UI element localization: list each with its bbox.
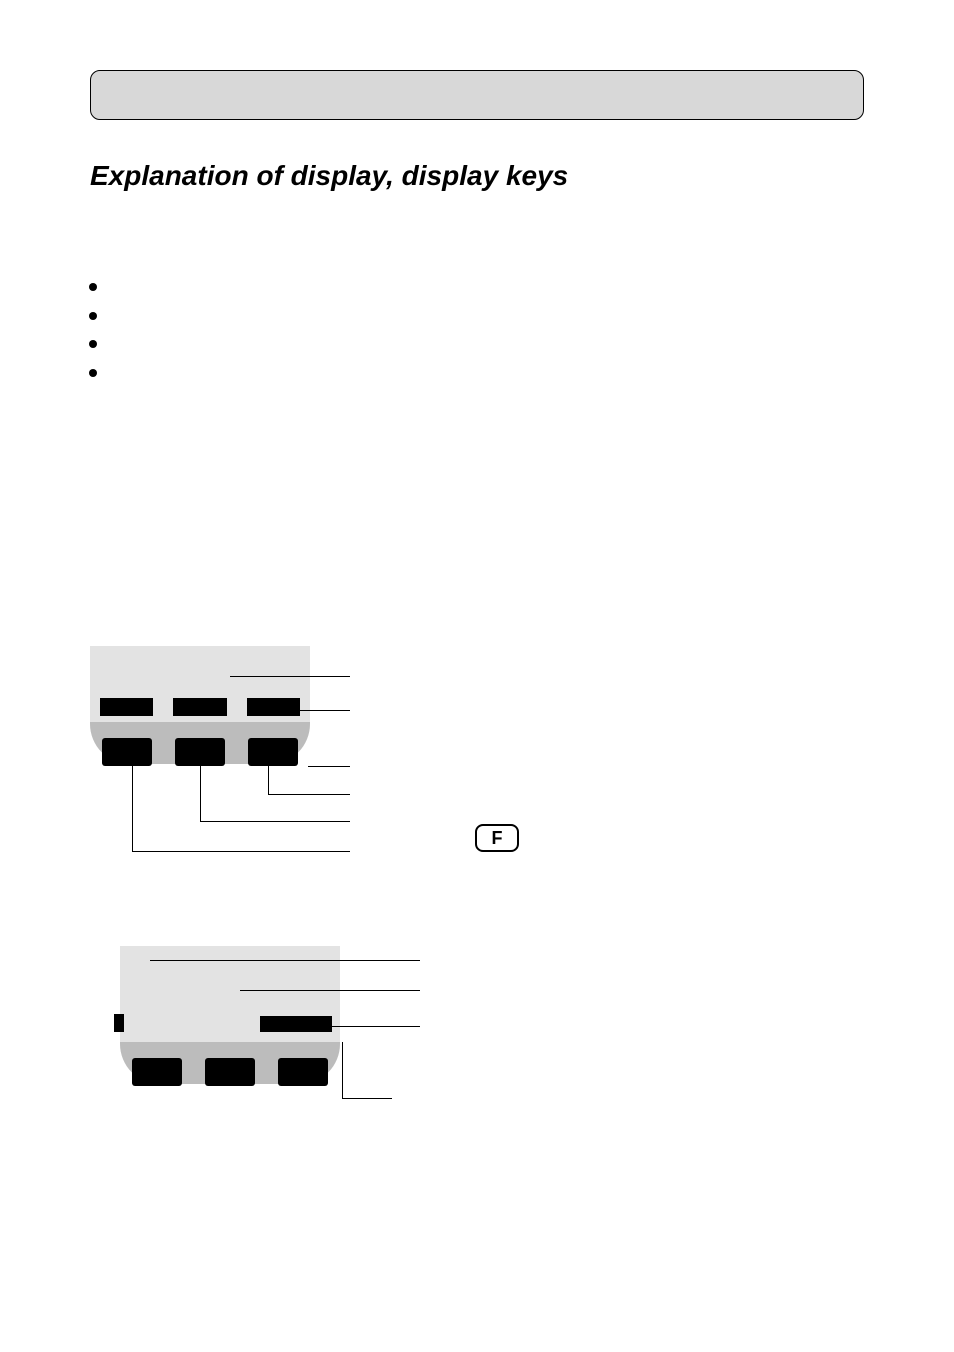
display-key	[205, 1058, 255, 1086]
f-key-icon: F	[475, 824, 519, 852]
leader-line	[342, 1098, 392, 1099]
leader-line	[320, 1016, 321, 1026]
soft-label	[260, 1016, 332, 1032]
leader-line	[150, 960, 240, 961]
list-item	[112, 301, 864, 330]
header-banner	[90, 70, 864, 120]
leader-line	[342, 1042, 343, 1098]
leader-line	[320, 1026, 420, 1027]
display-key	[278, 1058, 328, 1086]
f-key-label: F	[492, 828, 503, 849]
leader-line	[308, 766, 350, 767]
bullet-list	[112, 272, 864, 386]
soft-label	[247, 698, 300, 716]
leader-line	[240, 960, 420, 961]
leader-line	[200, 766, 201, 821]
soft-label	[173, 698, 226, 716]
leader-line	[230, 676, 350, 677]
leader-line	[132, 766, 133, 851]
device-diagram-1	[90, 646, 350, 866]
device-diagram-2	[120, 946, 390, 1136]
page-title: Explanation of display, display keys	[90, 160, 864, 192]
soft-label	[100, 698, 153, 716]
display-key	[248, 738, 298, 766]
list-item	[112, 272, 864, 301]
leader-line	[282, 710, 350, 711]
leader-line	[282, 698, 283, 710]
soft-label-row	[90, 698, 310, 722]
list-item	[112, 329, 864, 358]
side-tab	[114, 1014, 124, 1032]
leader-line	[268, 766, 269, 794]
list-item	[112, 358, 864, 387]
leader-line	[132, 851, 350, 852]
display-key	[132, 1058, 182, 1086]
display-key	[102, 738, 152, 766]
leader-line	[240, 990, 420, 991]
display-keys-row	[120, 1058, 340, 1098]
leader-line	[268, 794, 350, 795]
display-key	[175, 738, 225, 766]
leader-line	[200, 821, 350, 822]
